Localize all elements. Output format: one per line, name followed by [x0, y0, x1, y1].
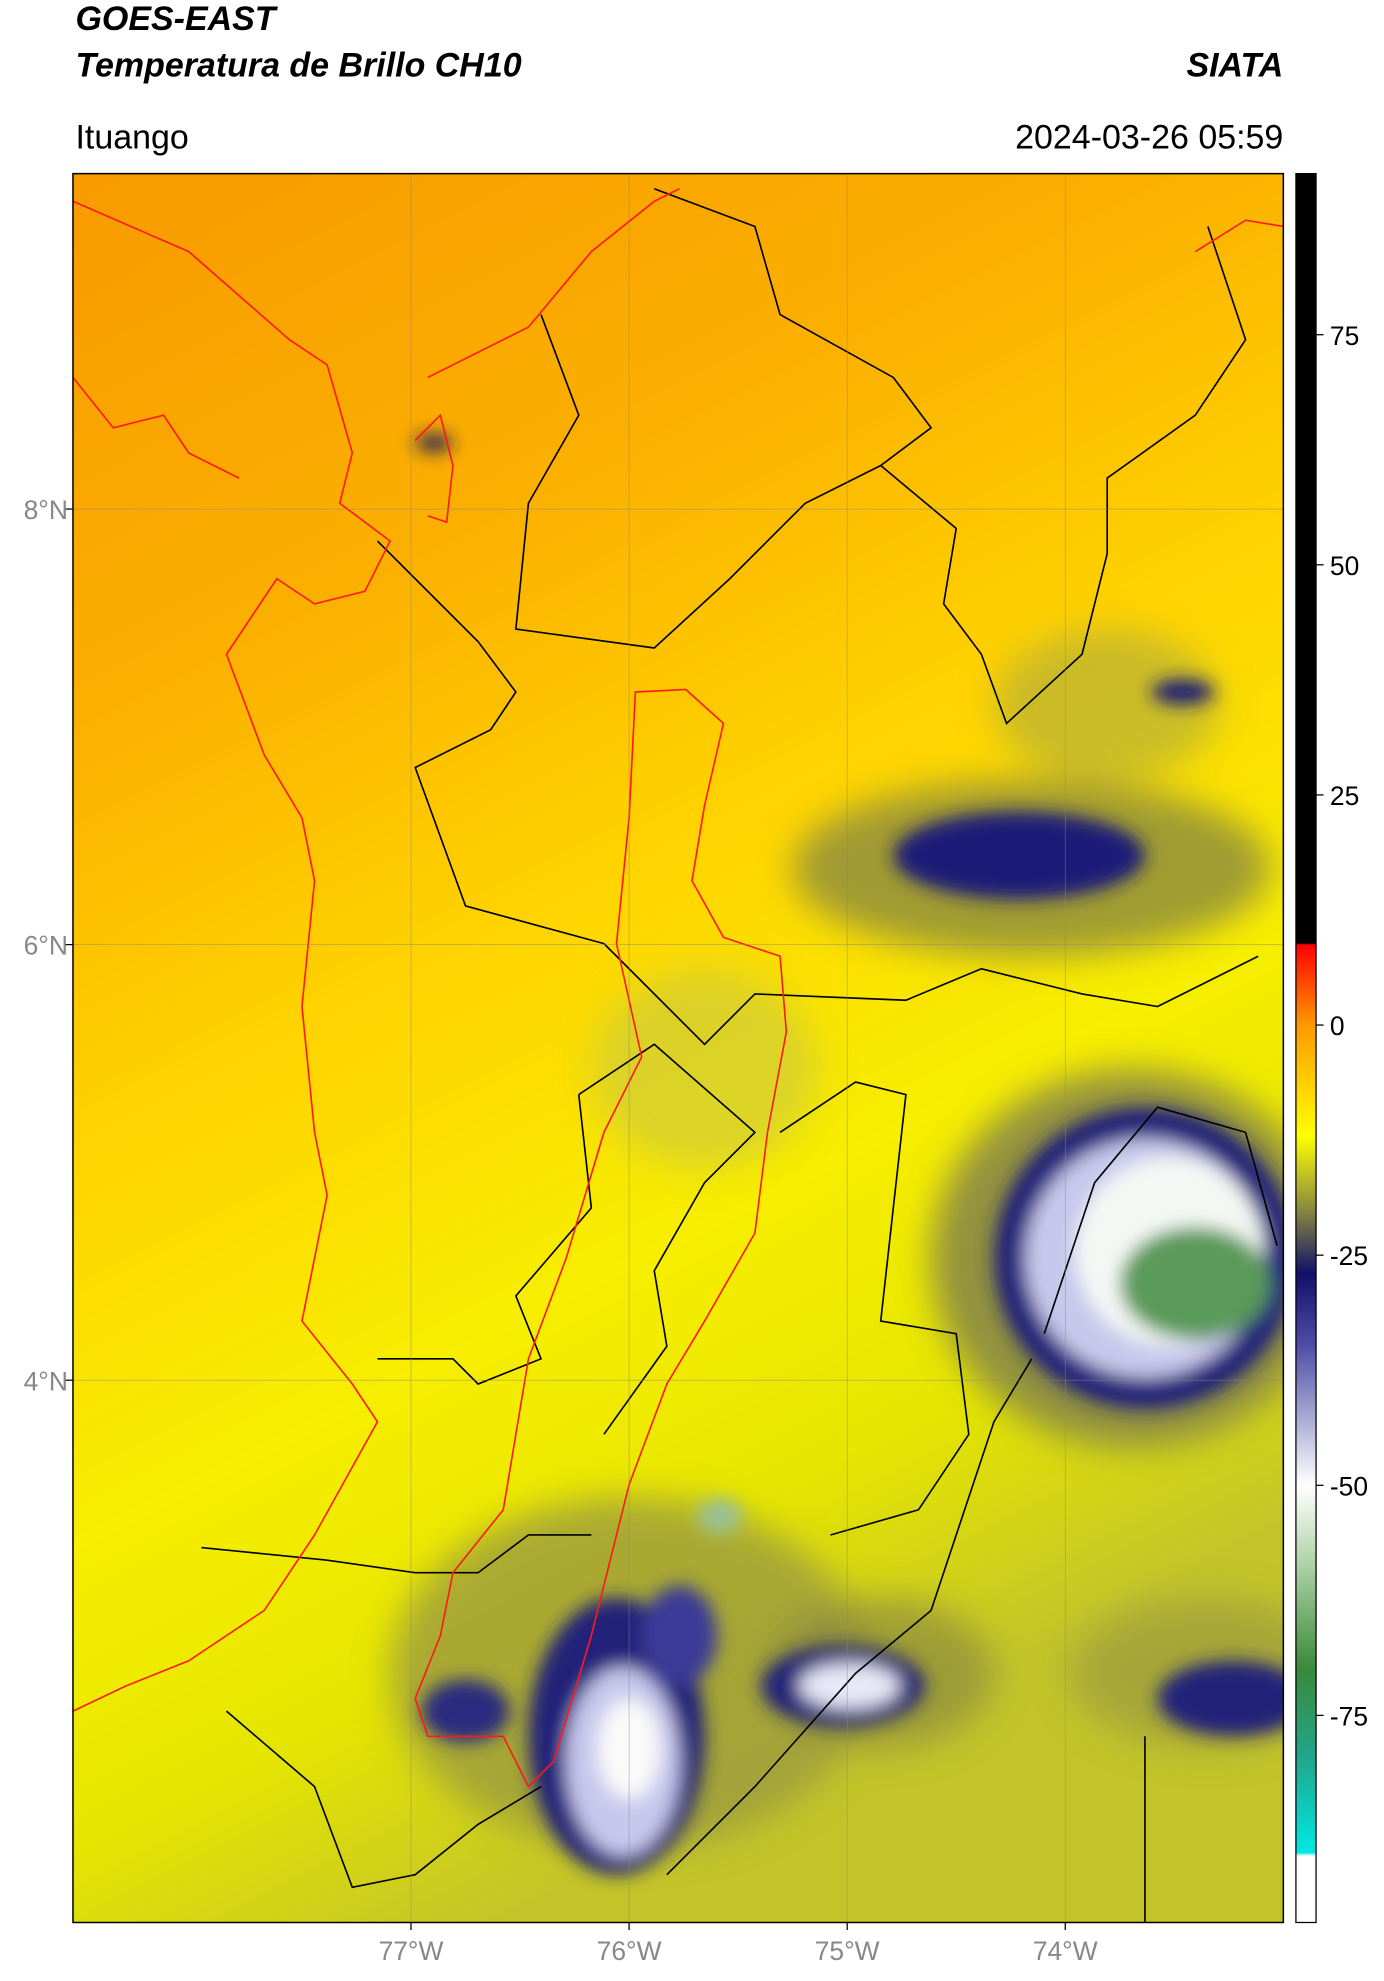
x-tick-label: 75°W	[815, 1936, 880, 1966]
colorbar-tick-label: 25	[1330, 781, 1359, 811]
axis-labels: 77°W 76°W 75°W 74°W 4°N 6°N 8°N -75 -50 -25 0 25 50 7…	[24, 321, 1368, 1966]
location: Ituango	[75, 118, 188, 156]
datetime: 2024-03-26 05:59	[1015, 118, 1283, 156]
x-tick-label: 76°W	[597, 1936, 662, 1966]
map-frame	[72, 172, 1285, 1924]
coastline	[72, 187, 1284, 1788]
x-tick-label: 74°W	[1033, 1936, 1098, 1966]
colorbar-tick-label: -75	[1330, 1701, 1368, 1731]
colorbar-tick-label: 0	[1330, 1011, 1345, 1041]
grid	[72, 173, 1284, 1923]
subtitle: Temperatura de Brillo CH10	[75, 47, 521, 85]
colorbar-tick-label: -50	[1330, 1471, 1368, 1501]
y-tick-label: 4°N	[24, 1366, 68, 1396]
department-borders	[201, 187, 1278, 1923]
colorbar-tick-label: 50	[1330, 551, 1359, 581]
colorbar-tick-label: -25	[1330, 1241, 1368, 1271]
x-tick-label: 77°W	[379, 1936, 444, 1966]
colorbar	[1295, 172, 1317, 1924]
colorbar-tick-label: 75	[1330, 321, 1359, 351]
map	[72, 173, 1284, 1923]
source: SIATA	[1186, 47, 1283, 85]
clouds	[415, 434, 1284, 1875]
y-tick-label: 8°N	[24, 495, 68, 525]
title: GOES-EAST	[75, 0, 278, 38]
y-tick-label: 6°N	[24, 931, 68, 961]
